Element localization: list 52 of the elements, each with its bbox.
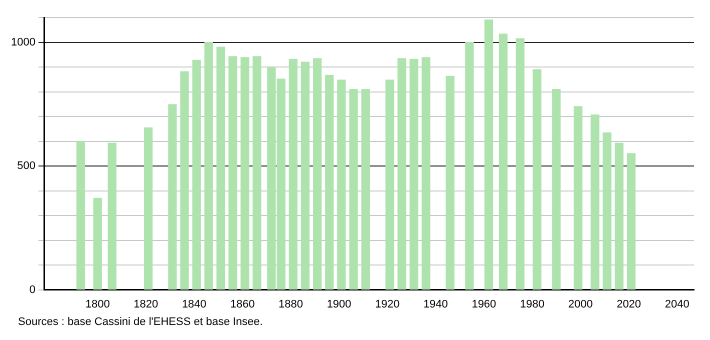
bar bbox=[398, 58, 406, 290]
y-tick-label: 0 bbox=[29, 284, 36, 296]
x-tick-label: 2020 bbox=[616, 298, 642, 310]
bar bbox=[168, 104, 177, 290]
bar bbox=[288, 58, 298, 290]
bar bbox=[93, 198, 102, 290]
x-tick-label: 1940 bbox=[423, 298, 448, 310]
bar bbox=[240, 57, 250, 290]
bar bbox=[498, 34, 508, 290]
bar bbox=[216, 46, 226, 290]
bar bbox=[446, 76, 454, 290]
bar bbox=[180, 71, 189, 290]
x-tick-label: 1820 bbox=[134, 298, 158, 310]
y-tick-label: 500 bbox=[17, 160, 36, 172]
bar bbox=[574, 106, 582, 290]
bar bbox=[590, 114, 600, 290]
bar bbox=[602, 132, 612, 290]
x-tick-label: 1880 bbox=[278, 298, 304, 310]
x-tick-label: 1840 bbox=[182, 298, 206, 310]
y-tick-label: 1000 bbox=[10, 36, 36, 48]
bar bbox=[252, 56, 262, 290]
bar bbox=[465, 42, 474, 290]
x-tick-label: 1900 bbox=[326, 298, 352, 310]
bar bbox=[108, 142, 116, 290]
source-note: Sources : base Cassini de l'EHESS et base Insee. bbox=[18, 316, 264, 328]
bar bbox=[204, 42, 213, 290]
bar bbox=[76, 141, 86, 290]
bar bbox=[312, 58, 322, 290]
bar bbox=[300, 62, 310, 290]
bar bbox=[614, 142, 624, 290]
x-tick-label: 2040 bbox=[664, 298, 690, 310]
x-tick-label: 1800 bbox=[85, 298, 110, 310]
bar bbox=[361, 89, 370, 290]
bar bbox=[228, 56, 238, 290]
bar bbox=[144, 127, 153, 290]
bar bbox=[337, 80, 346, 290]
bar bbox=[484, 19, 494, 290]
x-tick-label: 1980 bbox=[520, 298, 544, 310]
bar bbox=[422, 57, 430, 290]
bar bbox=[349, 89, 358, 290]
bar bbox=[410, 58, 418, 290]
x-tick-label: 1920 bbox=[375, 298, 400, 310]
x-tick-label: 1960 bbox=[472, 298, 496, 310]
bar bbox=[626, 153, 636, 290]
x-tick-label: 1860 bbox=[230, 298, 255, 310]
bar bbox=[325, 74, 334, 290]
x-tick-label: 2000 bbox=[568, 298, 593, 310]
bar bbox=[192, 60, 201, 290]
bar bbox=[552, 89, 561, 290]
bar bbox=[385, 80, 394, 290]
bar bbox=[516, 38, 524, 290]
bar bbox=[532, 69, 542, 290]
